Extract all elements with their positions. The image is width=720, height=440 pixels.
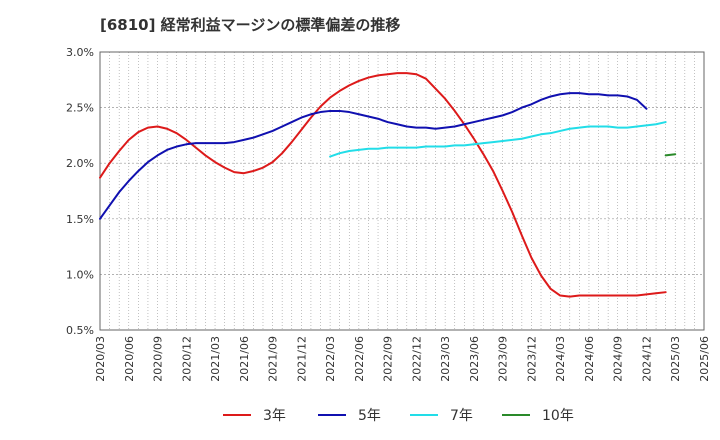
series-line-4	[664, 153, 677, 157]
series-line-2	[99, 92, 648, 220]
series-line-1	[99, 72, 667, 298]
x-tick-label: 2021/06	[238, 336, 251, 382]
series-line-3	[329, 121, 667, 158]
x-tick-label: 2020/03	[94, 336, 107, 382]
legend-label: 5年	[358, 408, 381, 424]
legend: 3年 5年 7年 10年	[223, 408, 574, 424]
legend-label: 7年	[450, 408, 473, 424]
legend-label: 10年	[542, 408, 574, 424]
y-tick-label: 2.0%	[66, 157, 94, 170]
x-tick-label: 2023/12	[525, 336, 538, 382]
grid	[100, 52, 704, 330]
y-axis: 0.5% 1.0% 1.5% 2.0% 2.5% 3.0%	[66, 46, 94, 337]
x-tick-label: 2022/09	[382, 336, 395, 382]
y-tick-label: 1.0%	[66, 268, 94, 281]
x-tick-label: 2023/03	[439, 336, 452, 382]
x-tick-label: 2021/03	[209, 336, 222, 382]
x-tick-label: 2022/12	[410, 336, 423, 382]
x-tick-label: 2022/03	[324, 336, 337, 382]
x-tick-label: 2024/03	[554, 336, 567, 382]
y-tick-label: 0.5%	[66, 324, 94, 337]
x-tick-label: 2024/09	[612, 336, 625, 382]
x-tick-label: 2025/03	[669, 336, 682, 382]
x-tick-label: 2020/12	[180, 336, 193, 382]
x-tick-label: 2020/09	[152, 336, 165, 382]
x-tick-label: 2020/06	[123, 336, 136, 382]
x-tick-label: 2024/12	[640, 336, 653, 382]
x-tick-label: 2024/06	[583, 336, 596, 382]
x-tick-label: 2023/09	[497, 336, 510, 382]
series-lines	[99, 72, 677, 298]
y-tick-label: 2.5%	[66, 102, 94, 115]
x-axis: 2020/03 2020/06 2020/09 2020/12 2021/03 2021/…	[94, 336, 711, 382]
x-tick-label: 2022/06	[353, 336, 366, 382]
x-tick-label: 2023/06	[468, 336, 481, 382]
plot-area	[99, 51, 705, 331]
legend-label: 3年	[263, 408, 286, 424]
chart-title: [6810] 経常利益マージンの標準偏差の推移	[100, 16, 401, 34]
y-tick-label: 3.0%	[66, 46, 94, 59]
y-tick-label: 1.5%	[66, 213, 94, 226]
x-tick-label: 2025/06	[698, 336, 711, 382]
x-tick-label: 2021/12	[295, 336, 308, 382]
x-tick-label: 2021/09	[267, 336, 280, 382]
